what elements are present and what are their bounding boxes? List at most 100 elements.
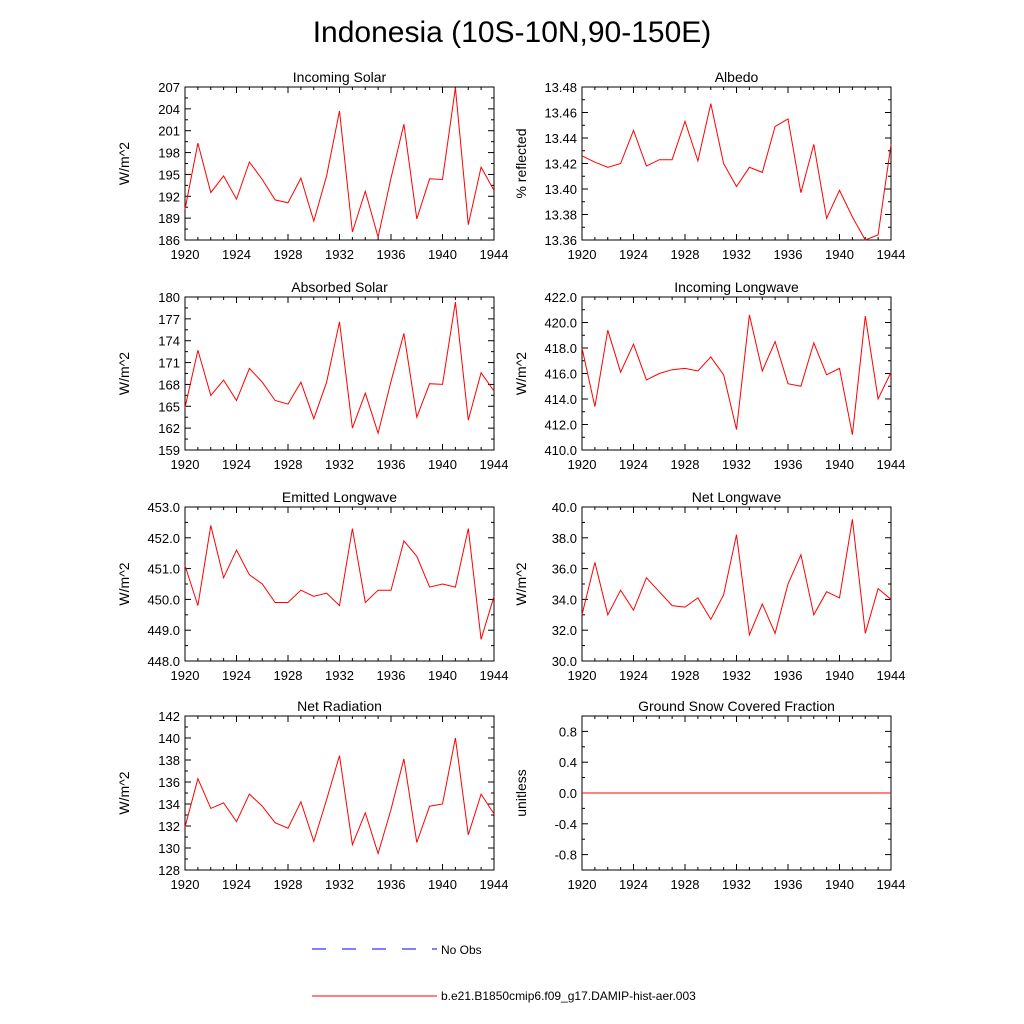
y-tick-label: 138	[158, 753, 180, 768]
x-tick-label: 1936	[774, 668, 803, 683]
y-tick-label: 189	[158, 211, 180, 226]
y-tick-label: 452.0	[147, 531, 180, 546]
x-tick-label: 1920	[171, 668, 200, 683]
y-tick-label: 0.8	[559, 724, 577, 739]
y-tick-label: 165	[158, 399, 180, 414]
y-tick-label: 128	[158, 863, 180, 878]
series-line-1	[581, 103, 892, 241]
panel-title: Incoming Solar	[293, 69, 387, 85]
x-tick-label: 1928	[671, 247, 700, 262]
x-tick-label: 1940	[825, 247, 854, 262]
panel-title: Incoming Longwave	[674, 279, 799, 295]
plot-frame	[184, 715, 495, 871]
y-tick-label: 180	[158, 290, 180, 305]
x-tick-label: 1932	[325, 457, 354, 472]
y-tick-label: 13.36	[544, 233, 577, 248]
y-tick-label: 192	[158, 189, 180, 204]
y-axis-label: W/m^2	[116, 562, 132, 605]
legend-model-label: b.e21.B1850cmip6.f09_g17.DAMIP-hist-aer.…	[441, 989, 696, 1003]
y-tick-label: 0.0	[559, 786, 577, 801]
y-tick-label: 13.48	[544, 80, 577, 95]
plot-frame	[581, 86, 892, 241]
x-tick-label: 1936	[774, 877, 803, 892]
panel-title: Net Longwave	[692, 489, 782, 505]
y-axis-label: unitless	[513, 769, 529, 816]
y-tick-label: 13.42	[544, 157, 577, 172]
y-tick-label: 36.0	[552, 562, 577, 577]
panel-title: Albedo	[715, 69, 759, 85]
y-tick-label: 422.0	[544, 290, 577, 305]
y-tick-label: 416.0	[544, 367, 577, 382]
panel-title: Emitted Longwave	[282, 489, 397, 505]
panel-8: Ground Snow Covered Fraction unitless 1920…	[513, 698, 905, 892]
y-tick-label: 134	[158, 797, 180, 812]
x-tick-label: 1920	[171, 247, 200, 262]
x-tick-label: 1924	[619, 877, 648, 892]
x-tick-label: 1924	[619, 668, 648, 683]
y-tick-label: 410.0	[544, 443, 577, 458]
x-tick-label: 1924	[619, 247, 648, 262]
y-tick-label: 451.0	[147, 562, 180, 577]
x-tick-label: 1928	[274, 457, 303, 472]
y-tick-label: 207	[158, 80, 180, 95]
x-tick-label: 1940	[825, 877, 854, 892]
y-tick-label: 177	[158, 312, 180, 327]
x-tick-label: 1928	[671, 668, 700, 683]
legend-obs-label: No Obs	[441, 943, 482, 957]
x-tick-label: 1928	[274, 877, 303, 892]
x-tick-label: 1920	[568, 247, 597, 262]
x-tick-label: 1932	[722, 457, 751, 472]
y-tick-label: 171	[158, 356, 180, 371]
x-tick-label: 1920	[171, 457, 200, 472]
y-tick-label: 195	[158, 167, 180, 182]
y-tick-label: 13.40	[544, 182, 577, 197]
y-axis-label: W/m^2	[116, 352, 132, 395]
x-tick-label: 1920	[171, 877, 200, 892]
x-tick-label: 1944	[480, 247, 509, 262]
x-tick-label: 1932	[325, 877, 354, 892]
y-tick-label: 174	[158, 334, 180, 349]
y-axis-label: % reflected	[513, 128, 529, 198]
panel-6: Net Longwave W/m^2 1920 1924 1928 1932 1936 194…	[513, 489, 905, 683]
x-tick-label: 1944	[480, 668, 509, 683]
x-tick-label: 1924	[619, 457, 648, 472]
y-axis-label: W/m^2	[513, 352, 529, 395]
x-tick-label: 1932	[722, 247, 751, 262]
x-tick-label: 1924	[222, 457, 251, 472]
x-tick-label: 1944	[480, 877, 509, 892]
legend: No Obs b.e21.B1850cmip6.f09_g17.DAMIP-hi…	[312, 943, 696, 1003]
panel-2: Albedo % reflected 1920 1924 1928 1932 1936 194…	[513, 69, 905, 262]
y-tick-label: 32.0	[552, 623, 577, 638]
figure-title: Indonesia (10S-10N,90-150E)	[313, 16, 712, 49]
y-tick-label: 204	[158, 102, 180, 117]
y-tick-label: 38.0	[552, 531, 577, 546]
panel-7: Net Radiation W/m^2 1920 1924 1928 1932 1936 19…	[116, 698, 508, 892]
x-tick-label: 1920	[568, 457, 597, 472]
x-tick-label: 1940	[825, 668, 854, 683]
y-tick-label: -0.4	[555, 817, 577, 832]
y-tick-label: 201	[158, 124, 180, 139]
x-tick-label: 1944	[877, 877, 906, 892]
panel-1: Incoming Solar W/m^2 1920 1924 1928 1932 1936 1…	[116, 69, 508, 262]
x-tick-label: 1932	[722, 877, 751, 892]
panel-title: Ground Snow Covered Fraction	[638, 698, 835, 714]
x-tick-label: 1924	[222, 877, 251, 892]
plot-frame	[184, 86, 495, 241]
y-axis-label: W/m^2	[513, 562, 529, 605]
x-tick-label: 1936	[774, 247, 803, 262]
series-line-1	[184, 525, 495, 640]
x-tick-label: 1944	[877, 668, 906, 683]
x-tick-label: 1928	[671, 457, 700, 472]
y-tick-label: 168	[158, 377, 180, 392]
y-tick-label: 453.0	[147, 500, 180, 515]
x-tick-label: 1940	[825, 457, 854, 472]
y-tick-label: 13.44	[544, 131, 577, 146]
x-tick-label: 1940	[428, 247, 457, 262]
panel-3: Absorbed Solar W/m^2 1920 1924 1928 1932 1936 1…	[116, 279, 508, 472]
y-tick-label: 412.0	[544, 418, 577, 433]
y-tick-label: -0.8	[555, 848, 577, 863]
y-tick-label: 418.0	[544, 341, 577, 356]
y-tick-label: 448.0	[147, 654, 180, 669]
x-tick-label: 1936	[377, 247, 406, 262]
